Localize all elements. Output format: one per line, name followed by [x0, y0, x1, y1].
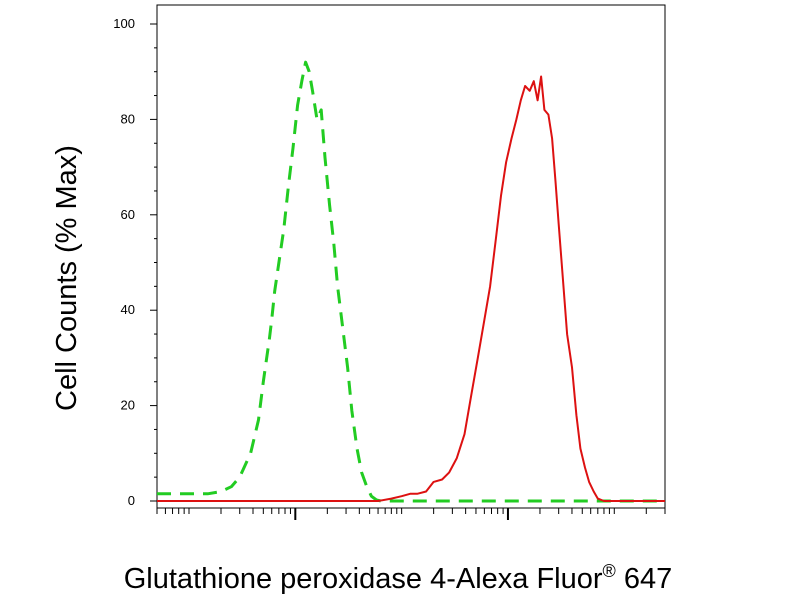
y-axis-title: Cell Counts (% Max): [51, 145, 83, 411]
x-axis-title-main: Glutathione peroxidase 4-Alexa Fluor: [124, 563, 603, 595]
y-tick-label: 40: [121, 302, 135, 317]
x-axis-title-suffix: 647: [616, 563, 672, 595]
y-tick-label: 0: [128, 493, 135, 508]
y-tick-label: 80: [121, 111, 135, 126]
x-axis-title: Glutathione peroxidase 4-Alexa Fluor® 64…: [124, 561, 673, 595]
plot-frame: [156, 4, 666, 509]
y-tick-label: 60: [121, 207, 135, 222]
x-axis-title-superscript: ®: [603, 561, 616, 581]
y-tick-label: 100: [113, 16, 135, 31]
y-axis: 0 20 40 60 80 100: [113, 16, 157, 508]
series-layer: [157, 60, 665, 503]
sample-histogram-line: [157, 75, 665, 502]
x-axis: [156, 508, 666, 520]
control-histogram-line: [157, 60, 665, 503]
y-tick-label: 20: [121, 398, 135, 413]
